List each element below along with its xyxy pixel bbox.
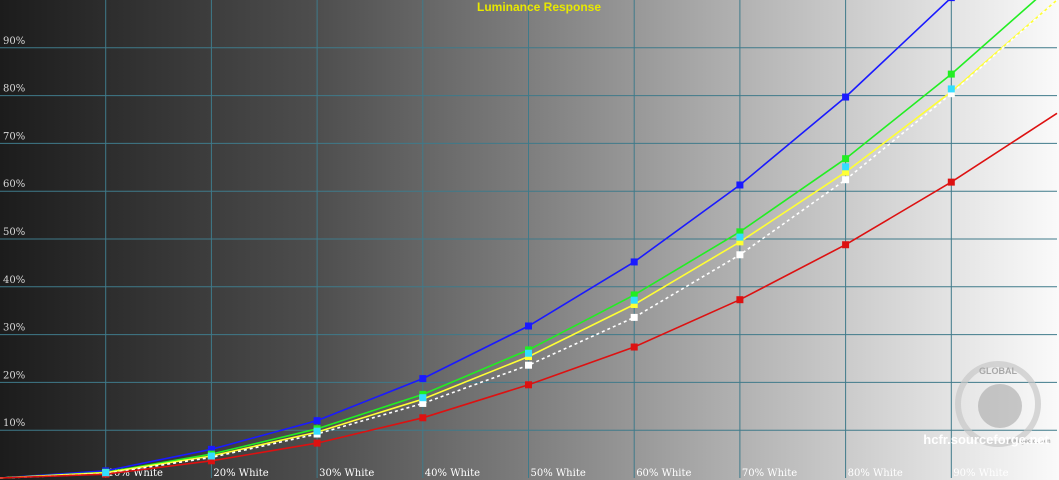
series-marker-5 [736, 296, 744, 304]
y-tick-label: 60% [3, 179, 25, 190]
series-marker-1 [525, 322, 532, 330]
watermark-disc-icon [978, 384, 1022, 428]
cyan-marker [736, 233, 744, 241]
series-marker-2 [630, 291, 638, 299]
x-tick-labels: 10% White 20% White 30% White 40% White 50% … [108, 468, 1009, 479]
y-tick-label: 50% [3, 227, 25, 238]
series-marker-5 [207, 457, 215, 465]
series-marker-5 [842, 241, 850, 249]
series-marker-5 [947, 178, 955, 186]
credit-text: hcfr.sourceforge.net [923, 432, 1049, 447]
series-marker-1 [313, 417, 321, 425]
series-marker-1 [736, 181, 744, 189]
series-marker-4 [947, 90, 955, 98]
series-marker-3 [842, 168, 850, 176]
x-tick-label: 80% White [848, 468, 903, 479]
x-tick-label: 60% White [636, 468, 691, 479]
series-marker-5 [419, 414, 427, 422]
x-tick-label: 90% White [953, 468, 1008, 479]
series-marker-5 [525, 381, 532, 389]
x-tick-label: 20% White [213, 468, 268, 479]
series-marker-4 [736, 251, 744, 259]
watermark-url: www.gecid.com [1004, 439, 1050, 445]
x-tick-label: 40% White [425, 468, 480, 479]
series-marker-4 [630, 313, 638, 321]
y-tick-label: 90% [3, 36, 25, 47]
series-marker-4 [419, 399, 427, 407]
series-marker-2 [842, 155, 850, 163]
chart-title: Luminance Response [477, 0, 601, 14]
series-marker-2 [947, 70, 955, 78]
series-marker-3 [736, 238, 744, 246]
watermark-logo: GLOBAL www.gecid.com [955, 361, 1051, 447]
y-tick-label: 80% [3, 84, 25, 95]
series-marker-3 [630, 300, 638, 308]
cyan-marker [313, 427, 321, 435]
x-tick-label: 50% White [531, 468, 586, 479]
watermark-ring-icon [955, 361, 1041, 447]
y-tick-label: 40% [3, 275, 25, 286]
cyan-marker [630, 296, 638, 304]
y-tick-label: 70% [3, 131, 25, 142]
cyan-marker [842, 163, 850, 171]
cyan-marker [207, 452, 215, 460]
series-marker-4 [842, 176, 850, 184]
series-marker-5 [630, 343, 638, 351]
y-tick-label: 20% [3, 370, 25, 381]
series-marker-1 [630, 258, 638, 266]
series-marker-1 [207, 445, 215, 453]
series-marker-1 [842, 93, 850, 101]
watermark-text: GLOBAL [979, 366, 1017, 376]
y-tick-label: 10% [3, 418, 25, 429]
y-tick-labels: 10% 20% 30% 40% 50% 60% 70% 80% 90% [3, 36, 25, 429]
cyan-marker [947, 85, 955, 93]
series-marker-5 [313, 439, 321, 447]
series-marker-1 [947, 0, 955, 2]
cyan-marker [102, 469, 110, 477]
x-tick-label: 10% White [108, 468, 163, 479]
y-tick-label: 30% [3, 323, 25, 334]
series-marker-4 [525, 361, 532, 369]
markers-group [102, 0, 955, 478]
series-marker-2 [736, 228, 744, 236]
cyan-marker [525, 349, 532, 357]
x-tick-label: 70% White [742, 468, 797, 479]
x-tick-label: 30% White [319, 468, 374, 479]
cyan-marker [419, 394, 427, 402]
series-marker-1 [419, 375, 427, 383]
